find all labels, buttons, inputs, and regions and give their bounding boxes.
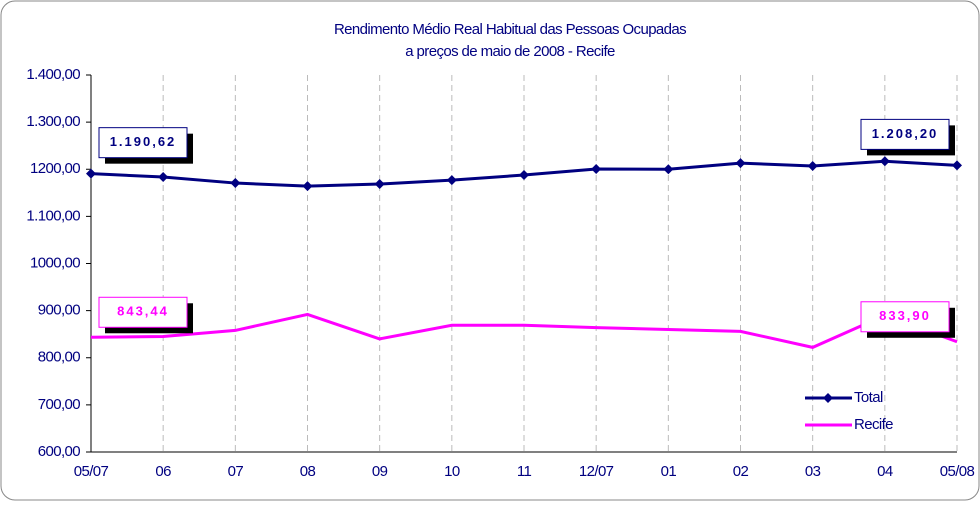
point-marker [230,178,241,189]
x-tick-label: 12/07 [579,463,614,480]
point-marker [86,168,96,179]
point-marker [519,170,529,181]
y-tick-label: 1.400,00 [26,66,80,83]
x-tick-label: 09 [372,463,388,480]
x-tick-label: 10 [444,463,460,480]
point-marker [807,160,818,171]
x-tick-label: 07 [228,463,244,480]
point-marker [879,156,890,167]
legend-label: Total [854,389,883,406]
data-label: 833,90 [879,308,931,323]
point-marker [446,175,457,186]
series-line [90,312,958,349]
y-tick-label: 900,00 [38,302,81,319]
y-tick-label: 700,00 [38,396,81,413]
point-marker [302,181,313,192]
y-tick-label: 1.300,00 [26,113,80,130]
chart-title: Rendimento Médio Real Habitual das Pesso… [334,21,686,38]
chart-subtitle: a preços de maio de 2008 - Recife [405,43,615,60]
data-label: 843,44 [117,304,169,319]
x-tick-label: 01 [661,463,677,480]
label-box [860,301,950,333]
y-tick-label: 1.100,00 [26,207,80,224]
y-tick-label: 1000,00 [30,254,80,271]
x-tick-label: 05/08 [940,463,975,480]
x-tick-label: 04 [877,463,893,480]
point-marker [591,164,602,175]
legend-marker [823,393,833,403]
data-label: 1.190,62 [110,134,177,149]
x-tick-label: 03 [805,463,821,480]
legend-label: Recife [854,416,893,433]
x-tick-label: 08 [300,463,316,480]
label-box [98,127,188,159]
y-tick-label: 600,00 [38,443,81,460]
label-box [860,118,950,150]
x-tick-label: 06 [155,463,171,480]
point-marker [158,172,169,183]
data-label: 1.208,20 [872,126,939,141]
x-tick-label: 11 [517,463,532,480]
y-tick-label: 1200,00 [30,160,80,177]
label-box [98,296,188,328]
point-marker [952,160,962,171]
y-tick-label: 800,00 [38,349,81,366]
point-marker [374,179,385,190]
point-marker [735,158,746,169]
point-marker [663,164,674,175]
x-tick-label: 05/07 [74,463,109,480]
x-tick-label: 02 [733,463,749,480]
